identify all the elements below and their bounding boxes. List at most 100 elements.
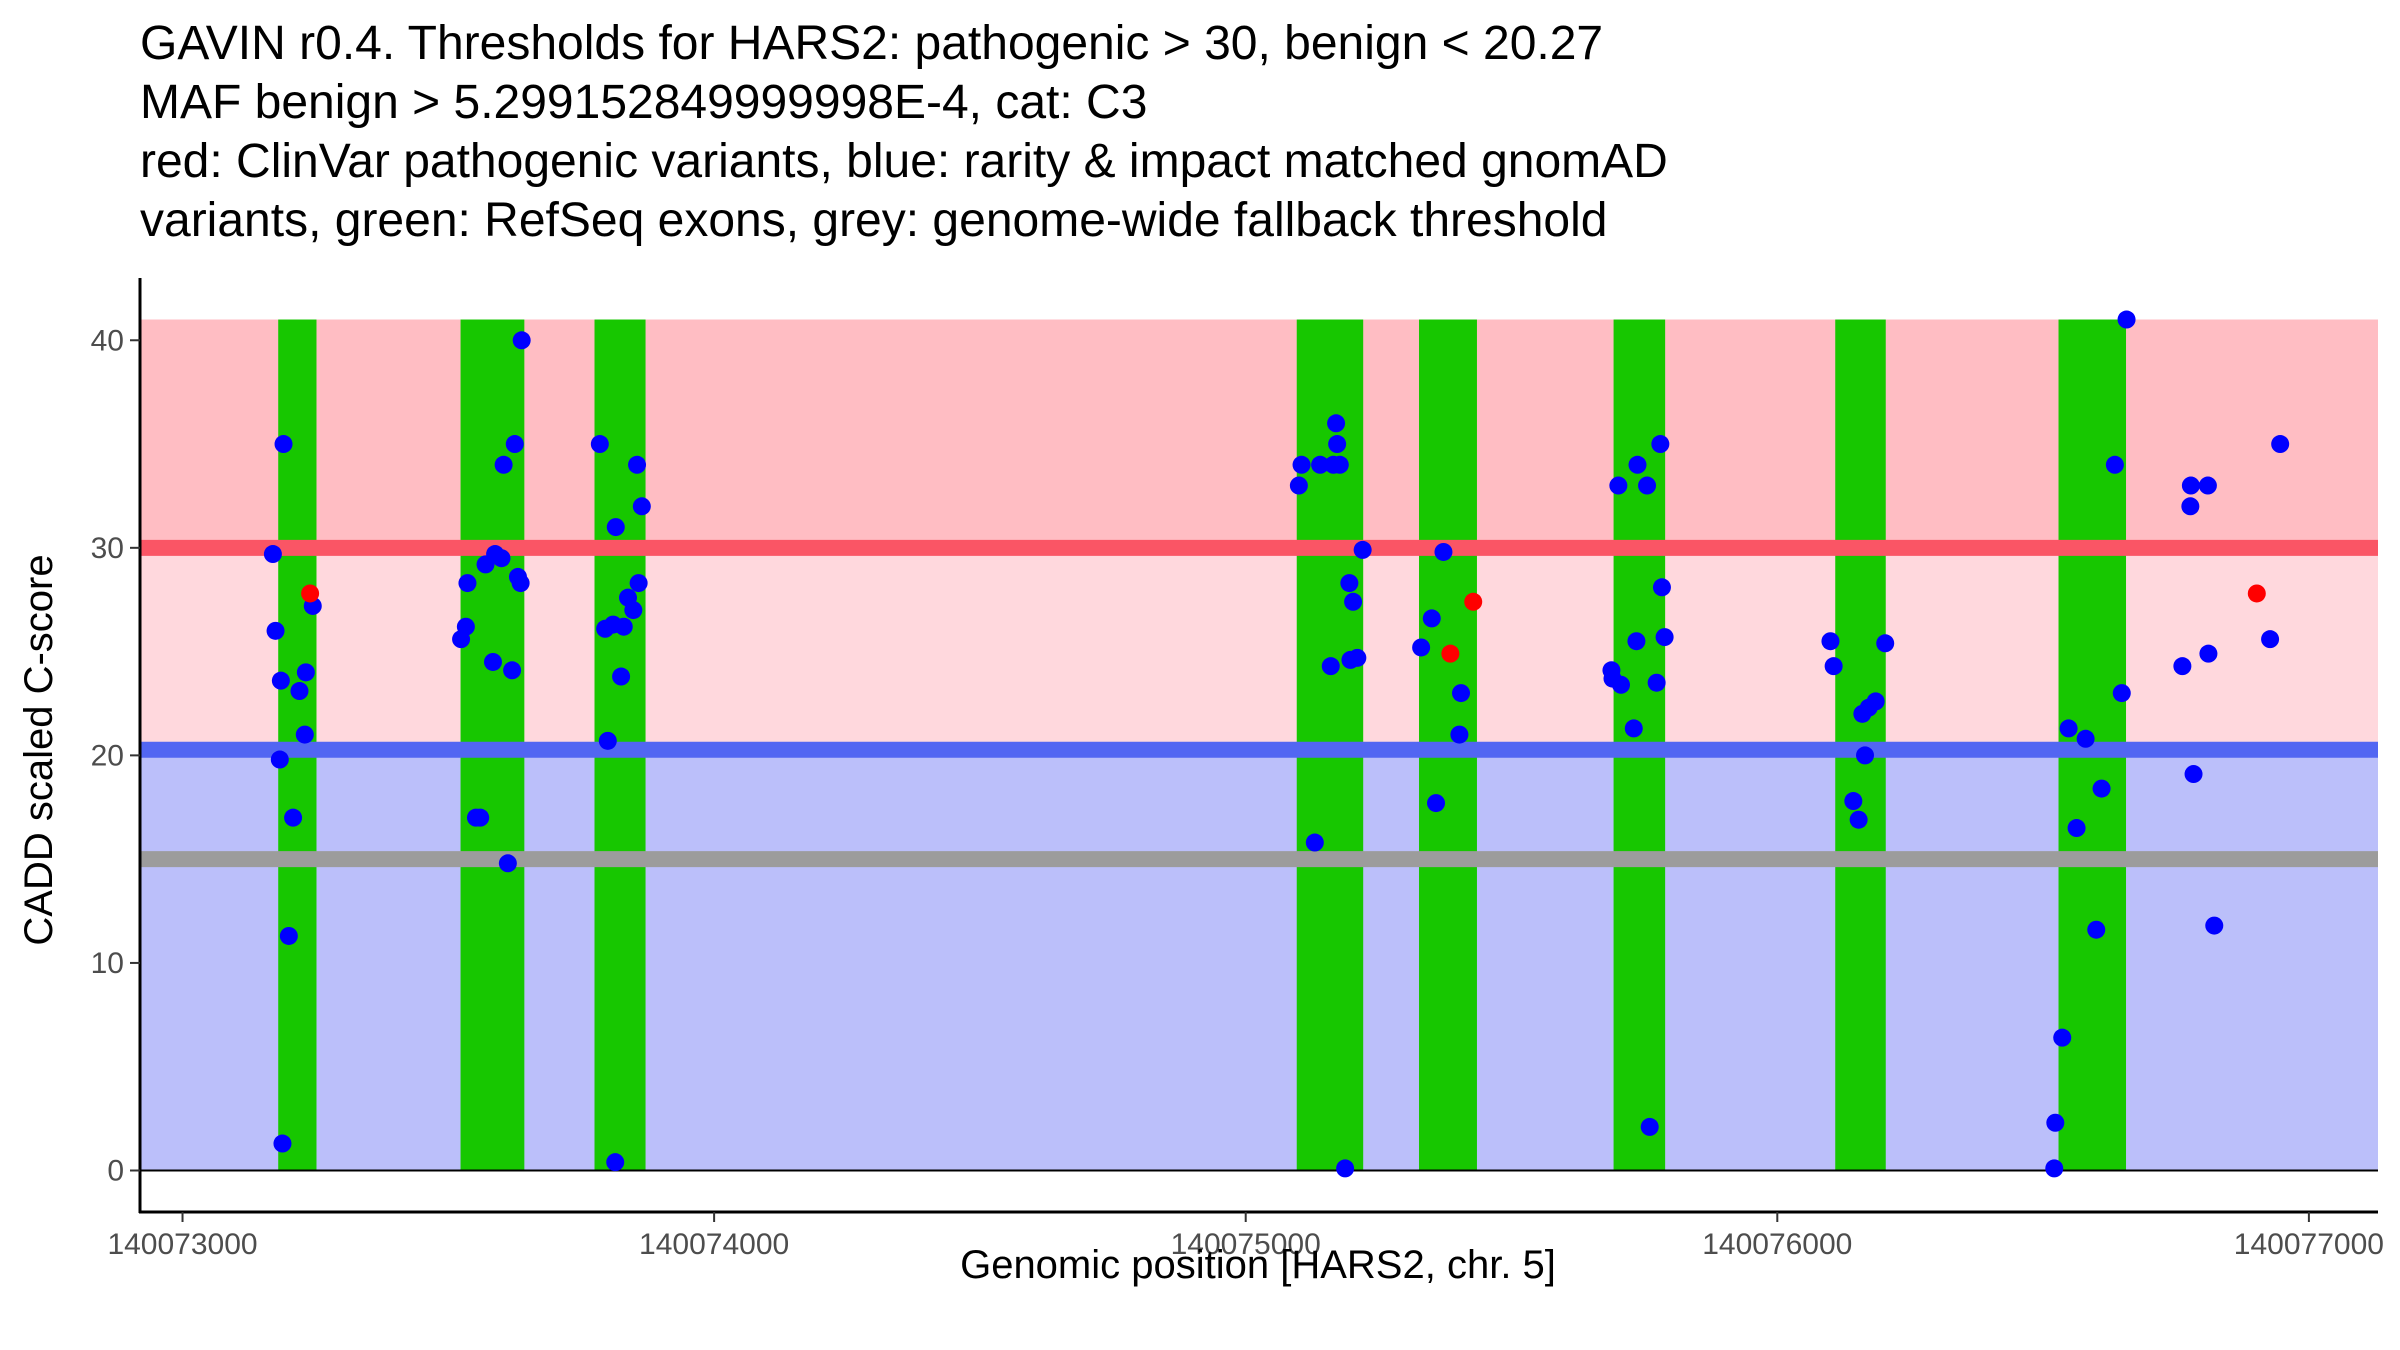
gnomad-point	[1344, 592, 1363, 611]
axes	[138, 278, 2378, 1214]
gnomad-point	[1640, 1117, 1659, 1136]
x-tick-label: 140073000	[107, 1228, 257, 1261]
gnomad-point	[1292, 455, 1311, 474]
gnomad-point	[598, 731, 617, 750]
gnomad-point	[2271, 435, 2290, 454]
gnomad-point	[2261, 630, 2280, 649]
y-axis-title: CADD scaled C-score	[17, 554, 61, 945]
title-line-3: red: ClinVar pathogenic variants, blue: …	[140, 135, 1668, 188]
gnomad-point	[1289, 476, 1308, 495]
chart-title: GAVIN r0.4. Thresholds for HARS2: pathog…	[140, 14, 2380, 250]
gnomad-point	[1821, 632, 1840, 651]
gnomad-point	[1627, 632, 1646, 651]
gnomad-point	[1353, 540, 1372, 559]
gnomad-point	[266, 621, 285, 640]
gnomad-point	[483, 652, 502, 671]
gnomad-point	[1866, 692, 1885, 711]
gnomad-point	[498, 854, 517, 873]
x-axis-title: Genomic position [HARS2, chr. 5]	[960, 1243, 1556, 1287]
gnomad-point	[1651, 435, 1670, 454]
gnomad-point	[511, 574, 530, 593]
gnomad-point	[492, 549, 511, 568]
gnomad-point	[1844, 792, 1863, 811]
gnomad-point	[274, 435, 293, 454]
gnomad-point	[1412, 638, 1431, 657]
gnomad-point	[2045, 1159, 2064, 1178]
x-tick-label: 140076000	[1702, 1228, 1852, 1261]
gnomad-point	[1876, 634, 1895, 653]
gnomad-point	[2067, 819, 2086, 838]
gnomad-point	[1652, 578, 1671, 597]
gnomad-point	[290, 682, 309, 701]
gnomad-point	[456, 617, 475, 636]
gnomad-point	[2059, 719, 2078, 738]
gnomad-point	[1624, 719, 1643, 738]
gnomad-point	[458, 574, 477, 593]
gnomad-point	[2105, 455, 2124, 474]
gnomad-point	[1824, 657, 1843, 676]
gnomad-point	[2184, 765, 2203, 784]
gnomad-point	[2046, 1113, 2065, 1132]
gnomad-point	[512, 331, 531, 350]
gnomad-point	[2173, 657, 2192, 676]
gnomad-point	[295, 725, 314, 744]
gnomad-point	[629, 574, 648, 593]
gnomad-point	[2181, 476, 2200, 495]
gnomad-point	[1311, 455, 1330, 474]
gnomad-point	[614, 617, 633, 636]
gnomad-point	[1340, 574, 1359, 593]
gnomad-point	[606, 1153, 625, 1172]
gnomad-point	[503, 661, 522, 680]
gnomad-point	[2205, 916, 2224, 935]
gnomad-point	[1422, 609, 1441, 628]
gnomad-point	[2053, 1028, 2072, 1047]
gnomad-point	[2087, 920, 2106, 939]
y-tick-label: 0	[107, 1154, 124, 1187]
gnomad-point	[471, 808, 490, 827]
gnomad-point	[1609, 476, 1628, 495]
gnomad-point	[270, 750, 289, 769]
clinvar-pathogenic-point	[1464, 592, 1483, 611]
gnomad-point	[1327, 414, 1346, 433]
gnomad-point	[624, 601, 643, 620]
x-tick-label: 140077000	[2234, 1228, 2384, 1261]
y-tick-label: 30	[91, 532, 124, 565]
gnomad-point	[1305, 833, 1324, 852]
gnomad-point	[2092, 779, 2111, 798]
x-tick-label: 140075000	[1171, 1228, 1321, 1261]
gnomad-point	[284, 808, 303, 827]
gnomad-point	[296, 663, 315, 682]
clinvar-pathogenic-point	[301, 584, 320, 603]
gnomad-point	[273, 1134, 292, 1153]
gnomad-point	[1655, 628, 1674, 647]
gnomad-point	[1348, 648, 1367, 667]
gnomad-point	[271, 671, 290, 690]
gnomad-point	[263, 545, 282, 564]
gnomad-point	[1628, 455, 1647, 474]
gnomad-point	[590, 435, 609, 454]
gnomad-point	[279, 926, 298, 945]
gnomad-point	[612, 667, 631, 686]
gnomad-point	[1452, 684, 1471, 703]
gnomad-point	[632, 497, 651, 516]
gnomad-point	[2198, 476, 2217, 495]
gnomad-point	[1321, 657, 1340, 676]
gnomad-point	[1427, 794, 1446, 813]
clinvar-pathogenic-point	[1441, 644, 1460, 663]
gnomad-point	[628, 455, 647, 474]
clinvar-pathogenic-point	[2247, 584, 2266, 603]
gnomad-point	[606, 518, 625, 537]
y-tick-label: 20	[91, 739, 124, 772]
gnomad-point	[1330, 455, 1349, 474]
gnomad-point	[2112, 684, 2131, 703]
gnomad-point	[2076, 729, 2095, 748]
y-tick-label: 10	[91, 947, 124, 980]
title-line-2: MAF benign > 5.299152849999998E-4, cat: …	[140, 76, 1148, 129]
gnomad-point	[494, 455, 513, 474]
x-tick-label: 140074000	[639, 1228, 789, 1261]
gnomad-point	[1856, 746, 1875, 765]
gnomad-point	[505, 435, 524, 454]
gnomad-point	[1612, 675, 1631, 694]
gnomad-point	[1336, 1159, 1355, 1178]
